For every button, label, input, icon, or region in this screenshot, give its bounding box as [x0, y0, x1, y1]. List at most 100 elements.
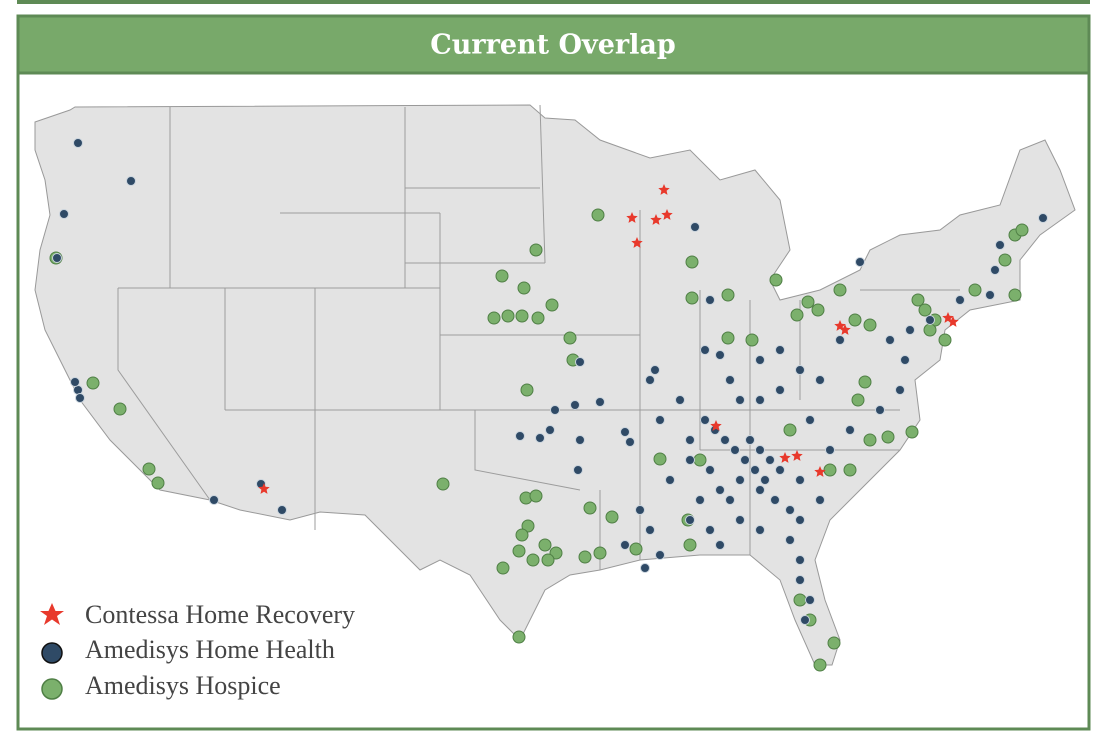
home-health-location: [855, 257, 865, 267]
locations: [49, 138, 1048, 672]
home-health-location: [835, 335, 845, 345]
home-health-location: [995, 240, 1005, 250]
hospice-location: [833, 283, 847, 297]
home-health-location: [52, 253, 62, 263]
hospice-location: [827, 636, 841, 650]
top-rule: [17, 0, 1090, 4]
home-health-location: [905, 325, 915, 335]
home-health-location: [685, 515, 695, 525]
home-health-location: [620, 427, 630, 437]
hospice-location: [801, 295, 815, 309]
home-health-location: [535, 433, 545, 443]
home-health-location: [760, 475, 770, 485]
home-health-location: [570, 400, 580, 410]
hospice-location: [905, 425, 919, 439]
home-health-location: [925, 315, 935, 325]
home-health-location: [735, 475, 745, 485]
home-health-location: [775, 465, 785, 475]
hospice-location: [512, 544, 526, 558]
hospice-location: [487, 311, 501, 325]
recovery-location: [626, 212, 638, 223]
home-health-location: [795, 475, 805, 485]
hospice-location: [693, 453, 707, 467]
home-health-location: [625, 437, 635, 447]
hospice-location: [515, 309, 529, 323]
hospice-location: [793, 593, 807, 607]
home-health-location: [985, 290, 995, 300]
home-health-location: [685, 455, 695, 465]
home-health-location: [825, 445, 835, 455]
home-health-location: [573, 465, 583, 475]
hospice-location: [593, 546, 607, 560]
hospice-location: [531, 311, 545, 325]
home-health-location: [70, 377, 80, 387]
hospice-location: [685, 255, 699, 269]
hospice-location: [605, 510, 619, 524]
home-health-location: [655, 415, 665, 425]
home-health-location: [675, 395, 685, 405]
home-health-location: [875, 405, 885, 415]
home-health-location: [705, 525, 715, 535]
hospice-location: [745, 333, 759, 347]
hospice-location: [863, 433, 877, 447]
hospice-location: [520, 383, 534, 397]
hospice-location: [629, 542, 643, 556]
home-health-location: [720, 435, 730, 445]
home-health-location: [745, 435, 755, 445]
home-health-location: [665, 475, 675, 485]
hospice-location: [436, 477, 450, 491]
recovery-location: [947, 316, 959, 327]
home-health-location: [750, 465, 760, 475]
hospice-location: [591, 208, 605, 222]
hospice-location: [998, 253, 1012, 267]
home-health-location: [715, 350, 725, 360]
recovery-location: [258, 483, 270, 494]
home-health-location: [595, 397, 605, 407]
home-health-location: [640, 563, 650, 573]
hospice-location: [863, 318, 877, 332]
hospice-location: [545, 298, 559, 312]
recovery-location: [791, 450, 803, 461]
recovery-location: [779, 452, 791, 463]
home-health-location: [645, 375, 655, 385]
legend-star: [40, 603, 64, 625]
hospice-location: [583, 501, 597, 515]
home-health-location: [755, 445, 765, 455]
home-health-location: [620, 540, 630, 550]
hospice-location: [653, 452, 667, 466]
home-health-location: [785, 505, 795, 515]
home-health-location: [795, 515, 805, 525]
home-health-location: [705, 465, 715, 475]
home-health-location: [655, 550, 665, 560]
hospice-location: [881, 430, 895, 444]
hospice-location: [968, 283, 982, 297]
hospice-location: [521, 519, 535, 533]
home-health-location: [815, 495, 825, 505]
recovery-location: [839, 324, 851, 335]
home-health-location: [690, 222, 700, 232]
home-health-location: [795, 365, 805, 375]
home-health-location: [73, 138, 83, 148]
hospice-location: [526, 553, 540, 567]
home-health-location: [735, 515, 745, 525]
hospice-location: [918, 303, 932, 317]
hospice-location: [811, 303, 825, 317]
hospice-location: [142, 462, 156, 476]
home-health-location: [700, 415, 710, 425]
hospice-location: [517, 281, 531, 295]
hospice-location: [538, 538, 552, 552]
legend: Contessa Home Recovery Amedisys Home Hea…: [40, 600, 355, 700]
hospice-location: [529, 489, 543, 503]
home-health-location: [730, 445, 740, 455]
home-health-location: [800, 615, 810, 625]
home-health-location: [725, 375, 735, 385]
home-health-location: [650, 365, 660, 375]
legend-dot: [41, 678, 63, 700]
header-band: [16, 14, 1091, 75]
hospice-location: [911, 293, 925, 307]
home-health-location: [990, 265, 1000, 275]
home-health-location: [775, 385, 785, 395]
home-health-location: [575, 435, 585, 445]
hospice-location: [495, 269, 509, 283]
